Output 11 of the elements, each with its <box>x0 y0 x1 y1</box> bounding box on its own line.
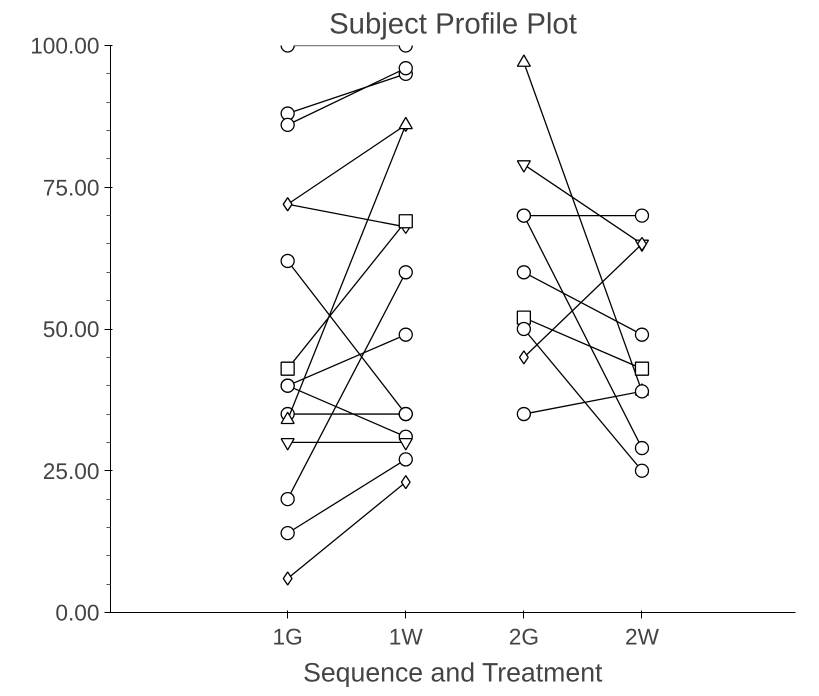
x-axis-title: Sequence and Treatment <box>303 658 604 688</box>
y-tick-label: 50.00 <box>42 316 100 342</box>
y-tick-label: 0.00 <box>55 600 100 626</box>
x-tick-label: 2W <box>624 624 660 650</box>
y-tick-label: 75.00 <box>42 174 100 200</box>
x-tick-label: 1W <box>388 624 424 650</box>
y-tick-label: 100.00 <box>30 32 100 58</box>
x-tick-label: 2G <box>508 624 539 650</box>
y-tick-label: 25.00 <box>42 458 100 484</box>
chart-title: Subject Profile Plot <box>329 8 577 40</box>
x-tick-label: 1G <box>272 624 303 650</box>
